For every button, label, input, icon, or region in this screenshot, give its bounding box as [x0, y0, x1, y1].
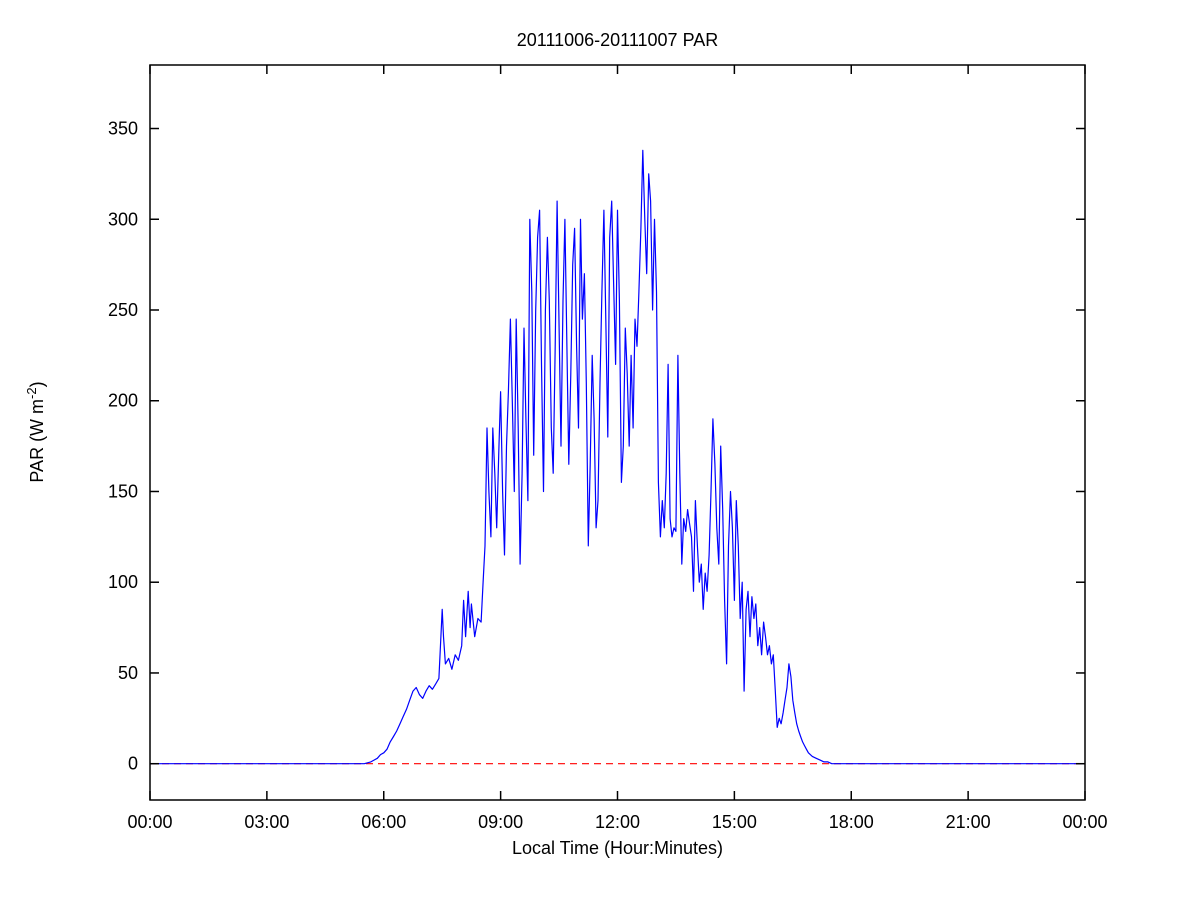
y-tick-label: 300 — [108, 209, 138, 229]
par-measurement-line — [150, 149, 1085, 765]
y-axis-label: PAR (W m-2) — [24, 381, 48, 482]
x-tick-label: 06:00 — [361, 812, 406, 832]
y-tick-label: 150 — [108, 481, 138, 501]
axes-box — [149, 64, 1086, 801]
x-axis-label: Local Time (Hour:Minutes) — [511, 838, 724, 858]
chart-title: 20111006-20111007 PAR — [516, 30, 719, 50]
y-tick-label: 250 — [108, 300, 138, 320]
x-tick-label: 21:00 — [946, 812, 991, 832]
y-axis-label-suffix: ) — [27, 381, 47, 388]
x-tick-label: 00:00 — [127, 812, 172, 832]
x-tick-label: 00:00 — [1062, 812, 1107, 832]
x-tick-label: 15:00 — [712, 812, 757, 832]
x-tick-label: 09:00 — [478, 812, 523, 832]
y-tick-label: 200 — [108, 391, 138, 411]
x-tick-label: 03:00 — [244, 812, 289, 832]
y-tick-label: 50 — [118, 663, 138, 683]
y-axis-label-prefix: PAR (W m — [27, 398, 47, 483]
y-tick-label: 100 — [108, 572, 138, 592]
x-tick-label: 12:00 — [595, 812, 640, 832]
y-axis-label-exponent: -2 — [24, 387, 39, 399]
y-tick-label: 350 — [108, 119, 138, 139]
x-tick-label: 18:00 — [829, 812, 874, 832]
y-tick-label: 0 — [128, 754, 138, 774]
